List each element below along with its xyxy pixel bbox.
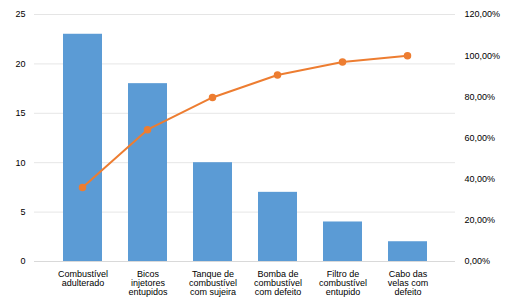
svg-text:5: 5 [20,207,25,217]
svg-text:40,00%: 40,00% [465,174,496,184]
svg-text:Cabo dasvelas comdefeito: Cabo dasvelas comdefeito [388,269,429,297]
svg-text:0,00%: 0,00% [465,256,491,266]
svg-text:20,00%: 20,00% [465,215,496,225]
svg-text:60,00%: 60,00% [465,133,496,143]
svg-text:20: 20 [15,59,25,69]
svg-text:15: 15 [15,108,25,118]
svg-text:10: 10 [15,158,25,168]
svg-text:Bomba decombustívelcom defeito: Bomba decombustívelcom defeito [254,269,302,297]
svg-text:Bicosinjetoresentupidos: Bicosinjetoresentupidos [128,269,168,297]
svg-text:Filtro decombustívelentupido: Filtro decombustívelentupido [319,269,367,297]
svg-text:25: 25 [15,9,25,19]
svg-text:80,00%: 80,00% [465,92,496,102]
svg-text:100,00%: 100,00% [465,51,501,61]
svg-text:120,00%: 120,00% [465,9,501,19]
svg-text:Tanque decombustívelcom sujeir: Tanque decombustívelcom sujeira [189,269,237,297]
svg-text:Combustíveladulterado: Combustíveladulterado [58,269,108,288]
svg-text:0: 0 [20,256,25,266]
